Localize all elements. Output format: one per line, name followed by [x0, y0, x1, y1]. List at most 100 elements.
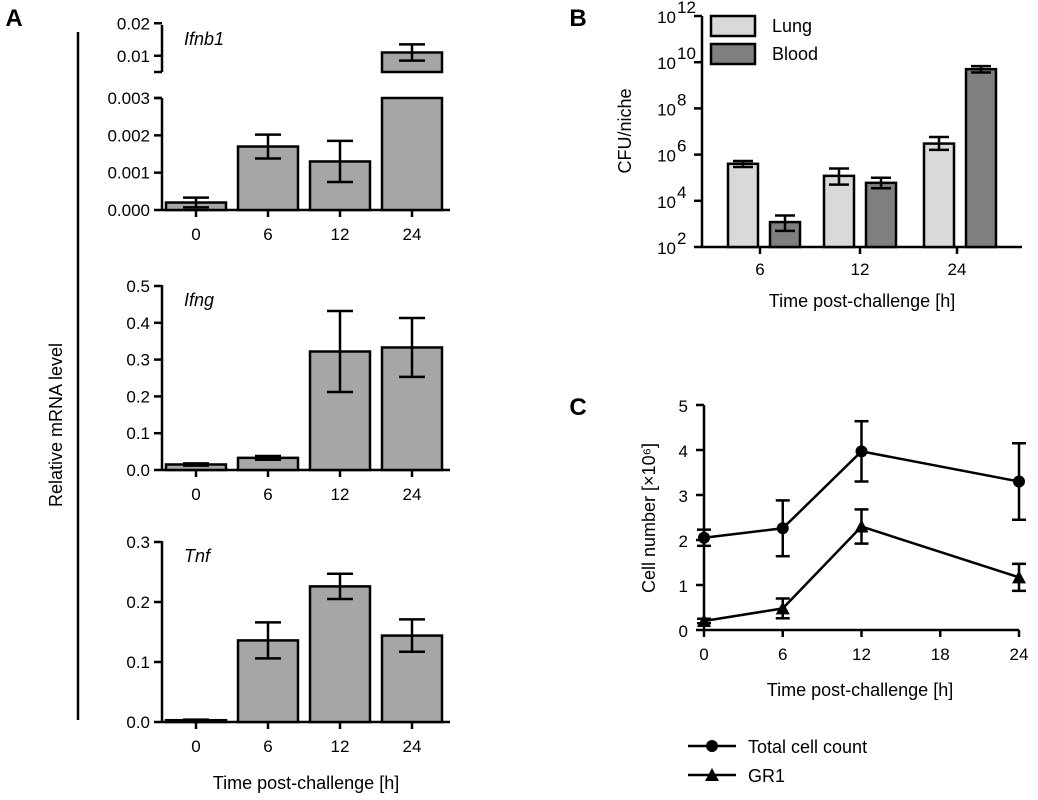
x-tick-label: 24: [948, 260, 967, 279]
error-bar: [399, 316, 425, 379]
marker-triangle: [775, 601, 790, 615]
y-tick-label: 0.002: [107, 126, 150, 145]
panel-a-xlabel: Time post-challenge [h]: [213, 773, 399, 793]
bar-lung: [922, 142, 956, 249]
error-bar: [929, 135, 949, 152]
error-bar: [399, 618, 425, 654]
panel-c-xlabel: Time post-challenge [h]: [767, 680, 953, 700]
error-bar: [829, 167, 849, 186]
bar-lung: [822, 174, 856, 249]
error-bar: [775, 214, 795, 233]
legend-label: Lung: [772, 16, 812, 36]
y-tick-label: 2: [679, 532, 688, 551]
marker-triangle: [854, 519, 869, 533]
error-bar: [971, 64, 991, 74]
y-tick-label: 0.02: [117, 14, 150, 33]
y-tick-label: 4: [679, 442, 688, 461]
error-bar: [183, 718, 209, 723]
error-bar: [255, 621, 281, 660]
y-tick-label: 0: [679, 622, 688, 641]
x-tick-label: 6: [263, 225, 272, 244]
y-tick-label: 0.0: [126, 461, 150, 480]
y-tick-label: 10: [657, 54, 676, 73]
marker-triangle: [1012, 570, 1026, 584]
y-tick-exponent: 8: [677, 90, 686, 109]
y-tick-exponent: 4: [677, 183, 686, 202]
bar-blood: [864, 181, 898, 249]
error-bar: [871, 176, 891, 190]
x-tick-label: 0: [699, 645, 708, 664]
x-tick-label: 0: [191, 485, 200, 504]
gene-label: Ifng: [184, 290, 214, 310]
y-tick-exponent: 10: [677, 44, 696, 63]
x-tick-label: 0: [191, 225, 200, 244]
y-tick-label: 0.1: [126, 653, 150, 672]
y-tick-label: 0.2: [126, 593, 150, 612]
error-bar: [183, 462, 209, 467]
y-tick-label: 0.01: [117, 47, 150, 66]
y-tick-exponent: 6: [677, 137, 686, 156]
legend-swatch: [709, 42, 757, 66]
gene-label: Tnf: [184, 546, 212, 566]
error-bar: [733, 159, 753, 169]
marker-triangle: [697, 614, 711, 627]
marker-circle: [698, 531, 710, 544]
bar-lower-segment: [380, 96, 444, 212]
x-tick-label: 6: [755, 260, 764, 279]
y-tick-label: 10: [657, 239, 676, 258]
y-tick-label: 0.1: [126, 424, 150, 443]
bar-blood: [964, 67, 998, 249]
marker-circle: [776, 522, 789, 535]
x-tick-label: 24: [1010, 645, 1029, 664]
x-tick-label: 0: [191, 737, 200, 756]
y-tick-label: 10: [657, 100, 676, 119]
y-tick-label: 10: [657, 147, 676, 166]
x-tick-label: 12: [331, 485, 350, 504]
x-tick-label: 18: [931, 645, 950, 664]
bar: [308, 585, 372, 724]
x-tick-label: 6: [263, 485, 272, 504]
y-tick-label: 1: [679, 577, 688, 596]
y-tick-label: 0.003: [107, 89, 150, 108]
y-tick-label: 0.4: [126, 314, 150, 333]
legend-marker-triangle: [705, 768, 719, 781]
error-bar: [327, 572, 353, 601]
panel-c-ylabel: Cell number [×10⁶]: [639, 443, 659, 593]
error-bar: [255, 454, 281, 461]
x-tick-label: 12: [852, 645, 871, 664]
y-tick-label: 0.3: [126, 351, 150, 370]
panel-label-b: B: [569, 5, 586, 32]
marker-circle: [1013, 475, 1025, 488]
panel-b-ylabel: CFU/niche: [615, 88, 635, 173]
x-tick-label: 6: [778, 645, 787, 664]
panel-label-c: C: [569, 394, 586, 421]
error-bar: [183, 196, 209, 209]
error-bar: [399, 43, 425, 62]
x-tick-label: 24: [403, 485, 422, 504]
bar-lung: [726, 162, 760, 249]
series-line-0: [703, 449, 1020, 539]
y-tick-label: 0.001: [107, 164, 150, 183]
series-line-1: [703, 525, 1020, 623]
legend-marker-circle: [706, 740, 718, 752]
y-tick-label: 0.0: [126, 713, 150, 732]
legend-label: Total cell count: [748, 737, 867, 757]
x-tick-label: 12: [851, 260, 870, 279]
y-tick-label: 0.5: [126, 277, 150, 296]
y-tick-label: 0.000: [107, 201, 150, 220]
y-tick-exponent: 2: [677, 229, 686, 248]
y-tick-label: 0.3: [126, 533, 150, 552]
x-tick-label: 24: [403, 225, 422, 244]
y-tick-label: 0.2: [126, 387, 150, 406]
panel-label-a: A: [5, 5, 22, 32]
gene-label: Ifnb1: [184, 29, 224, 49]
y-tick-label: 5: [679, 397, 688, 416]
x-tick-label: 12: [331, 737, 350, 756]
y-tick-exponent: 12: [677, 0, 696, 17]
y-tick-label: 10: [657, 8, 676, 27]
legend-label: GR1: [748, 766, 785, 786]
x-tick-label: 6: [263, 737, 272, 756]
panel-b-xlabel: Time post-challenge [h]: [769, 291, 955, 311]
y-tick-label: 3: [679, 487, 688, 506]
